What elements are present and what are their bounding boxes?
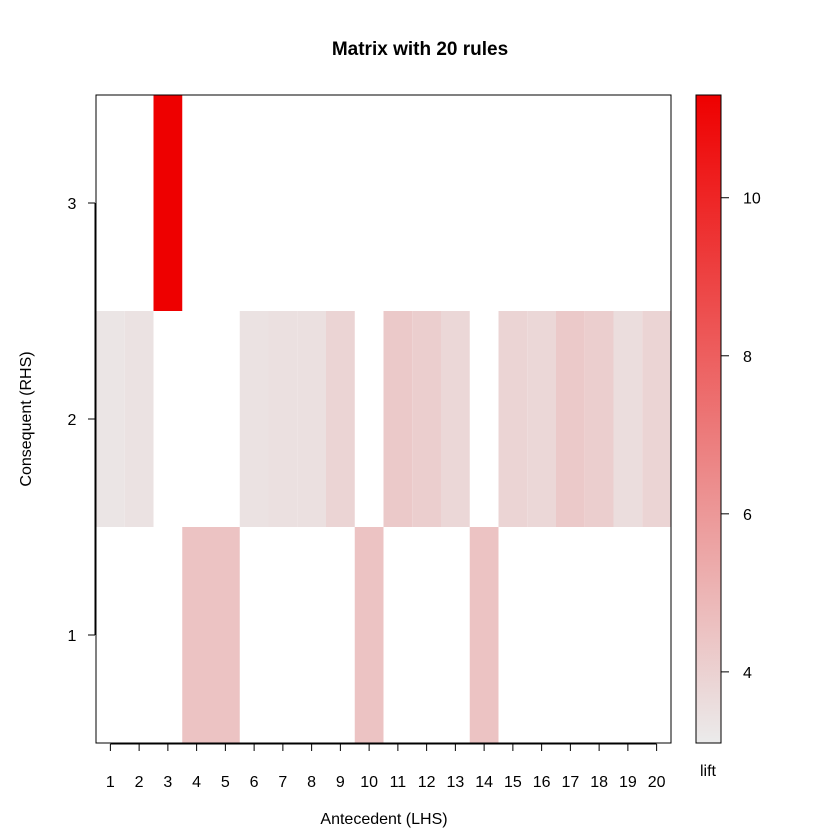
colorbar bbox=[695, 94, 722, 744]
x-tick-label: 16 bbox=[533, 774, 551, 791]
heatmap-cell bbox=[556, 311, 585, 527]
colorbar-ticks: 4 6 8 10 bbox=[721, 191, 761, 682]
x-tick-label: 3 bbox=[163, 774, 172, 791]
heatmap-cell bbox=[326, 311, 355, 527]
x-tick-label: 8 bbox=[307, 774, 316, 791]
x-tick-label: 15 bbox=[504, 774, 522, 791]
heatmap-cell bbox=[498, 311, 528, 527]
y-axis-label: Consequent (RHS) bbox=[18, 351, 35, 486]
heatmap-cell bbox=[441, 311, 470, 527]
x-tick-label: 12 bbox=[418, 774, 436, 791]
heatmap-cell bbox=[96, 311, 125, 527]
x-tick-label: 17 bbox=[561, 774, 579, 791]
x-tick-label: 4 bbox=[192, 774, 201, 791]
y-axis: 1 2 3 bbox=[68, 196, 96, 645]
x-tick-label: 13 bbox=[446, 774, 464, 791]
colorbar-tick-label: 8 bbox=[743, 349, 752, 366]
x-tick-label: 7 bbox=[278, 774, 287, 791]
x-tick-label: 1 bbox=[106, 774, 115, 791]
x-tick-label: 2 bbox=[135, 774, 144, 791]
colorbar-tick-label: 10 bbox=[743, 191, 761, 208]
heatmap-cell bbox=[527, 311, 556, 527]
colorbar-gradient bbox=[695, 94, 722, 744]
x-tick-label: 9 bbox=[336, 774, 345, 791]
heatmap-cell bbox=[469, 527, 499, 743]
x-tick-label: 10 bbox=[360, 774, 378, 791]
heatmap-cell bbox=[124, 311, 154, 527]
x-tick-label: 20 bbox=[648, 774, 666, 791]
x-tick-label: 18 bbox=[590, 774, 608, 791]
heatmap-cell bbox=[584, 311, 614, 527]
heatmap-cell bbox=[412, 311, 441, 527]
heatmap-cell bbox=[354, 527, 384, 743]
heatmap-cell bbox=[153, 95, 183, 311]
heatmap-cell bbox=[182, 527, 211, 743]
colorbar-tick-label: 4 bbox=[743, 665, 752, 682]
x-axis-label: Antecedent (LHS) bbox=[320, 811, 447, 828]
heatmap-cell bbox=[239, 311, 269, 527]
x-tick-label: 14 bbox=[475, 774, 493, 791]
heatmap-cell bbox=[613, 311, 643, 527]
y-tick-label: 3 bbox=[68, 196, 77, 213]
x-tick-label: 6 bbox=[250, 774, 259, 791]
heatmap-cell bbox=[297, 311, 326, 527]
y-tick-label: 2 bbox=[68, 412, 77, 429]
heatmap-cell bbox=[642, 311, 671, 527]
colorbar-tick-label: 6 bbox=[743, 507, 752, 524]
chart-title: Matrix with 20 rules bbox=[332, 39, 508, 60]
heatmap-cell bbox=[211, 527, 240, 743]
heatmap-cell bbox=[383, 311, 413, 527]
x-tick-label: 19 bbox=[619, 774, 637, 791]
heatmap-cells bbox=[96, 95, 671, 743]
plot-frame bbox=[95, 94, 672, 744]
x-axis: 1 2 3 4 5 6 7 8 9 10 11 12 13 14 15 16 17 18 19 20 bbox=[106, 743, 666, 791]
heatmap-cell bbox=[268, 311, 298, 527]
y-tick-label: 1 bbox=[68, 628, 77, 645]
x-tick-label: 11 bbox=[390, 774, 407, 791]
x-tick-label: 5 bbox=[221, 774, 230, 791]
colorbar-label: lift bbox=[700, 763, 717, 780]
